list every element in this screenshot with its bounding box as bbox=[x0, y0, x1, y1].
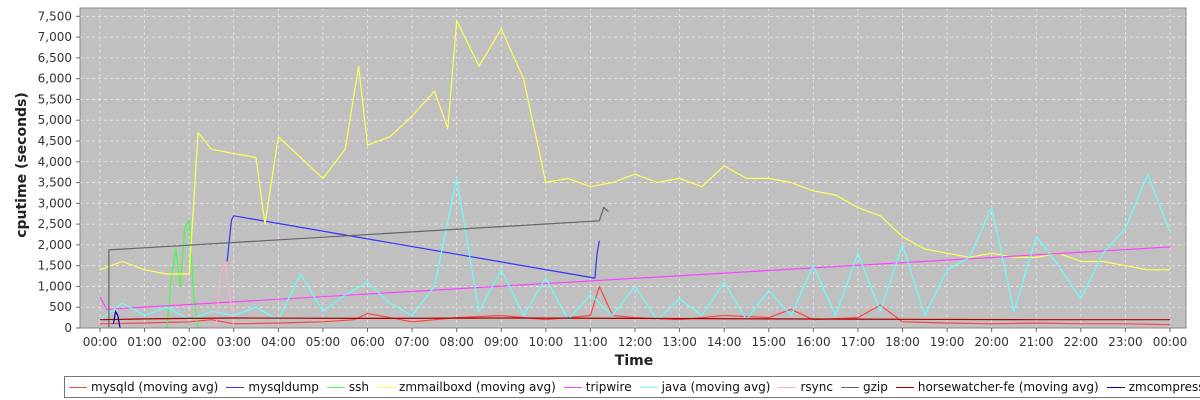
x-tick-label: 02:00 bbox=[172, 335, 207, 349]
series-line-zmmailboxd-moving-avg- bbox=[99, 19, 1170, 275]
legend-swatch bbox=[1106, 386, 1125, 388]
series-line-ssh bbox=[166, 219, 199, 329]
y-tick-label: 4,500 bbox=[38, 134, 72, 148]
legend-label: zmcompresslogs bbox=[1128, 380, 1200, 394]
legend-swatch bbox=[639, 386, 658, 388]
legend-swatch bbox=[69, 386, 87, 388]
legend-label: ssh bbox=[348, 380, 370, 394]
x-tick-label: 04:00 bbox=[261, 335, 296, 349]
x-tick-label: 21:00 bbox=[1019, 335, 1054, 349]
x-tick-label: 05:00 bbox=[306, 335, 341, 349]
x-tick-label: 00:00 bbox=[1153, 335, 1188, 349]
legend-swatch bbox=[895, 386, 914, 388]
x-tick-label: 13:00 bbox=[662, 335, 697, 349]
legend-item: zmmailboxd (moving avg) bbox=[377, 380, 556, 394]
x-tick-label: 03:00 bbox=[216, 335, 251, 349]
x-tick-label: 14:00 bbox=[707, 335, 742, 349]
x-tick-label: 09:00 bbox=[484, 335, 519, 349]
series-line-gzip bbox=[108, 206, 609, 328]
legend: mysqld (moving avg) mysqldump ssh zmmailbox… bbox=[64, 376, 1200, 398]
x-tick-label: 12:00 bbox=[618, 335, 653, 349]
y-tick-label: 4,000 bbox=[38, 155, 72, 169]
legend-swatch bbox=[326, 386, 345, 388]
legend-item: mysqld (moving avg) bbox=[69, 380, 218, 394]
y-tick-label: 5,500 bbox=[38, 92, 72, 106]
y-tick-label: 2,500 bbox=[38, 217, 72, 231]
legend-swatch bbox=[778, 386, 797, 388]
y-tick-label: 500 bbox=[49, 300, 72, 314]
x-tick-label: 15:00 bbox=[751, 335, 786, 349]
x-tick-label: 00:00 bbox=[83, 335, 118, 349]
legend-item: zmcompresslogs bbox=[1106, 380, 1200, 394]
y-tick-label: 6,000 bbox=[38, 72, 72, 86]
y-tick-label: 7,500 bbox=[38, 9, 72, 23]
y-tick-label: 7,000 bbox=[38, 30, 72, 44]
series-line-mysqldump bbox=[226, 215, 600, 279]
x-tick-label: 16:00 bbox=[796, 335, 831, 349]
y-tick-label: 3,000 bbox=[38, 196, 72, 210]
y-axis-label: cputime (seconds) bbox=[14, 92, 30, 238]
series-line-zmcompresslogs bbox=[112, 310, 121, 329]
x-axis-label: Time bbox=[615, 353, 653, 369]
legend-swatch bbox=[226, 386, 245, 388]
legend-item: horsewatcher-fe (moving avg) bbox=[895, 380, 1099, 394]
x-tick-label: 17:00 bbox=[841, 335, 876, 349]
series-line-rsync bbox=[215, 260, 235, 329]
y-tick-label: 1,500 bbox=[38, 259, 72, 273]
legend-item: mysqldump bbox=[226, 380, 319, 394]
legend-swatch bbox=[563, 386, 582, 388]
x-tick-label: 01:00 bbox=[127, 335, 162, 349]
x-tick-label: 11:00 bbox=[573, 335, 608, 349]
legend-item: rsync bbox=[778, 380, 833, 394]
y-tick-label: 3,500 bbox=[38, 176, 72, 190]
legend-label: tripwire bbox=[585, 380, 632, 394]
y-tick-label: 2,000 bbox=[38, 238, 72, 252]
x-tick-label: 10:00 bbox=[529, 335, 564, 349]
legend-label: mysqld (moving avg) bbox=[91, 380, 219, 394]
legend-item: tripwire bbox=[563, 380, 632, 394]
legend-item: gzip bbox=[840, 380, 888, 394]
series-line-horsewatcher-fe-moving-avg- bbox=[99, 317, 1170, 321]
y-tick-label: 1,000 bbox=[38, 279, 72, 293]
x-tick-label: 07:00 bbox=[395, 335, 430, 349]
series-line-tripwire bbox=[99, 246, 1171, 310]
legend-label: rsync bbox=[800, 380, 833, 394]
x-tick-label: 20:00 bbox=[974, 335, 1009, 349]
x-tick-label: 18:00 bbox=[885, 335, 920, 349]
x-tick-label: 06:00 bbox=[350, 335, 385, 349]
series-line-java-moving-avg- bbox=[99, 173, 1171, 321]
legend-label: mysqldump bbox=[248, 380, 319, 394]
x-tick-label: 23:00 bbox=[1108, 335, 1143, 349]
plot-area bbox=[80, 8, 1186, 328]
legend-swatch bbox=[840, 386, 859, 388]
y-tick-label: 5,000 bbox=[38, 113, 72, 127]
legend-label: zmmailboxd (moving avg) bbox=[399, 380, 556, 394]
x-tick-label: 08:00 bbox=[439, 335, 474, 349]
legend-label: gzip bbox=[862, 380, 888, 394]
legend-label: java (moving avg) bbox=[661, 380, 771, 394]
plot-border bbox=[79, 7, 1187, 329]
x-tick-label: 22:00 bbox=[1064, 335, 1099, 349]
y-tick-label: 6,500 bbox=[38, 51, 72, 65]
legend-label: horsewatcher-fe (moving avg) bbox=[917, 380, 1099, 394]
legend-swatch bbox=[377, 386, 396, 388]
x-tick-label: 19:00 bbox=[930, 335, 965, 349]
legend-item: ssh bbox=[326, 380, 370, 394]
y-tick-label: 0 bbox=[64, 321, 72, 335]
legend-item: java (moving avg) bbox=[639, 380, 771, 394]
